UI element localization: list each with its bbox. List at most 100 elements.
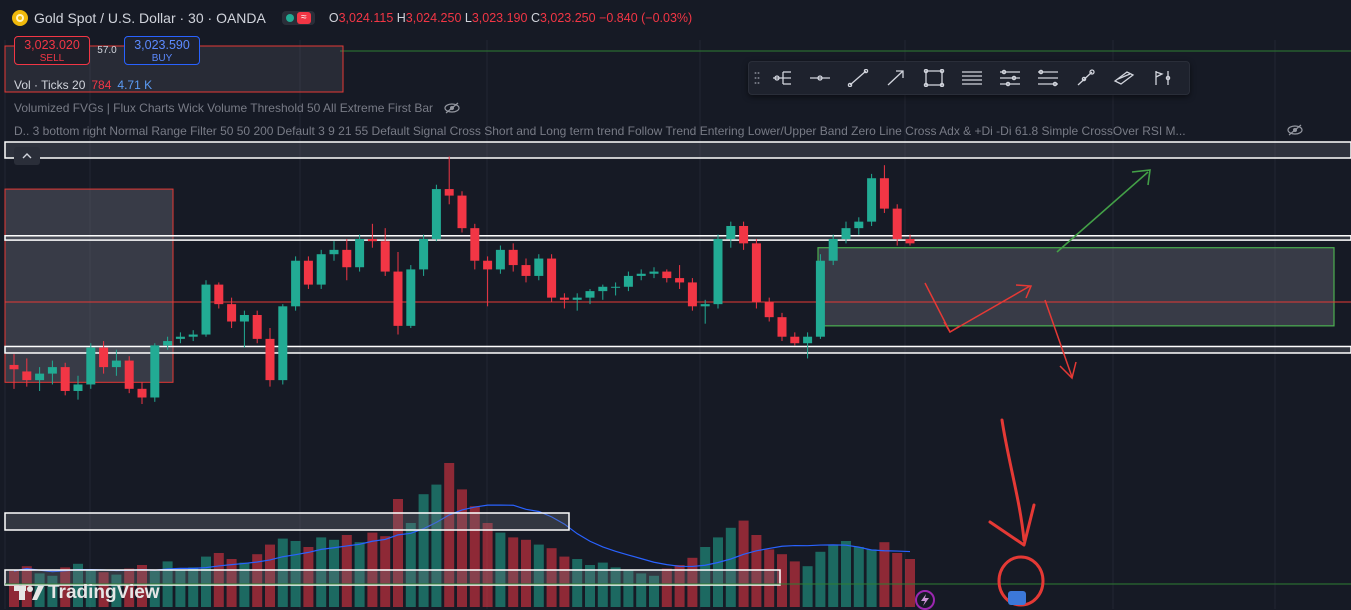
volume-bar: [149, 571, 160, 607]
candle-body: [355, 239, 365, 268]
volume-ma-value: 4.71 K: [117, 78, 153, 92]
candle-body: [393, 271, 403, 326]
volume-bar: [303, 547, 314, 607]
horizontal-ray-icon[interactable]: [803, 64, 837, 92]
candle-body: [150, 345, 160, 398]
volume-bar: [649, 575, 659, 607]
candle-body: [598, 286, 608, 292]
right-demand-zone: [817, 247, 1335, 327]
volume-bar: [329, 539, 339, 607]
text-lines-icon[interactable]: [955, 64, 989, 92]
market-open-dot: [285, 14, 294, 22]
eye-off-icon[interactable]: [1286, 124, 1304, 136]
volume-level-band: [4, 569, 781, 586]
candle-body: [214, 284, 224, 305]
candle-body: [303, 260, 313, 285]
fib-icon[interactable]: [1031, 64, 1065, 92]
gold-coin-icon: [12, 10, 28, 26]
candle-body: [892, 208, 902, 240]
volume-bar: [469, 506, 480, 607]
candle-body: [700, 304, 710, 307]
symbol-header: Gold Spot / U.S. Dollar · 30 · OANDA ≈ O…: [12, 8, 692, 28]
channel-icon[interactable]: [993, 64, 1027, 92]
hand-drawn-arrow-head: [988, 503, 1036, 547]
volume-bar: [277, 538, 288, 607]
candle-body: [739, 225, 749, 244]
volume-bar: [47, 575, 58, 607]
candle-body: [406, 269, 416, 326]
candle-body: [854, 221, 864, 229]
arrow-icon[interactable]: [879, 64, 913, 92]
symbol-title[interactable]: Gold Spot / U.S. Dollar · 30 · OANDA: [34, 10, 266, 26]
volume-bar: [316, 537, 327, 607]
candle-body: [419, 239, 429, 270]
volume-bar: [482, 523, 493, 607]
drag-handle-icon[interactable]: [753, 69, 761, 87]
candle-body: [828, 239, 838, 261]
candle-body: [73, 384, 83, 391]
volume-bar: [85, 569, 96, 607]
high-label: H: [396, 11, 406, 25]
candle-body: [905, 239, 915, 244]
indicator-legend-fvg[interactable]: Volumized FVGs | Flux Charts Wick Volume…: [14, 101, 461, 115]
volume-bar: [738, 520, 749, 607]
path-icon[interactable]: [1107, 64, 1141, 92]
spread-value: 57.0: [97, 45, 117, 56]
red-projection-arrow: [1044, 299, 1073, 378]
rectangle-icon[interactable]: [917, 64, 951, 92]
candle-body: [316, 254, 326, 285]
volume-bar: [879, 542, 890, 607]
candle-body: [867, 178, 877, 222]
volume-bar: [201, 556, 211, 607]
candle-body: [367, 239, 377, 242]
flag-pole-icon[interactable]: [1145, 64, 1179, 92]
volume-bar: [418, 494, 429, 607]
globe-flag-icon[interactable]: [1008, 591, 1026, 605]
volume-bar: [60, 567, 71, 607]
volume-bar: [892, 553, 903, 607]
tradingview-logo-text: TradingView: [48, 582, 160, 603]
market-status[interactable]: ≈: [281, 11, 315, 25]
candle-body: [547, 258, 557, 298]
candle-body: [521, 265, 531, 276]
candle-body: [111, 360, 121, 368]
volume-bar: [636, 573, 647, 607]
candle-body: [649, 271, 659, 274]
volume-bar: [175, 569, 186, 607]
low-value: 3,023.190: [471, 11, 528, 25]
candle-body: [291, 260, 301, 307]
lightning-icon[interactable]: [915, 590, 935, 610]
volume-bar: [802, 566, 813, 607]
collapse-legend-button[interactable]: [14, 147, 40, 165]
candle-body: [713, 239, 723, 305]
eye-off-icon[interactable]: [443, 102, 461, 114]
tradingview-logo[interactable]: TradingView: [14, 582, 160, 604]
volume-bar: [341, 535, 352, 607]
volume-bar: [623, 569, 634, 607]
volume-bar: [700, 547, 711, 607]
sell-price: 3,023.020: [24, 38, 80, 52]
volume-bar: [764, 549, 775, 607]
volume-bar: [713, 537, 723, 607]
buy-button[interactable]: 3,023.590 BUY: [124, 36, 200, 65]
volume-bar: [354, 542, 365, 607]
volume-legend[interactable]: Vol · Ticks 20 784 4.71 K: [14, 78, 152, 92]
fork-icon[interactable]: [765, 64, 799, 92]
volume-bar: [213, 553, 224, 607]
volume-bar: [661, 568, 672, 607]
trend-line-icon[interactable]: [841, 64, 875, 92]
candle-body: [342, 249, 352, 268]
sell-button[interactable]: 3,023.020 SELL: [14, 36, 90, 65]
candle-body: [265, 338, 275, 381]
candle-body: [278, 306, 288, 381]
volume-bar: [841, 541, 851, 607]
candle-body: [457, 195, 467, 229]
hand-drawn-circle: [997, 555, 1045, 607]
brush-icon[interactable]: [1069, 64, 1103, 92]
indicator-legend-range[interactable]: D.. 3 bottom right Normal Range Filter 5…: [14, 124, 1186, 138]
volume-bar: [188, 567, 199, 607]
chevron-up-icon: [22, 153, 32, 159]
candle-body: [611, 286, 621, 288]
